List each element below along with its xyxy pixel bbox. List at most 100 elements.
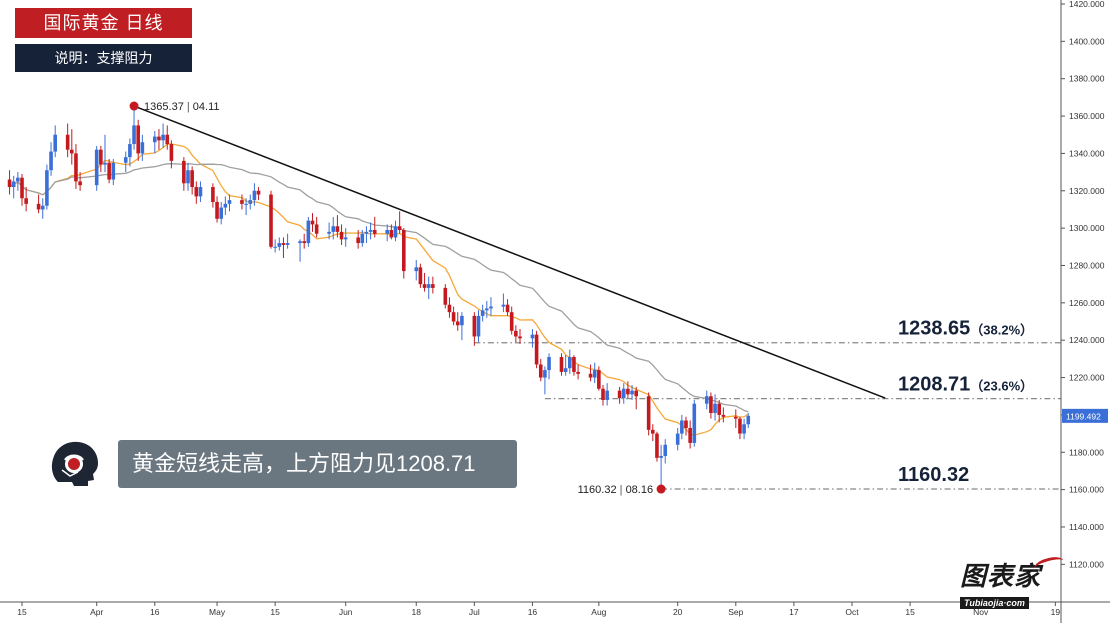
candle-body bbox=[153, 136, 157, 143]
candle-body bbox=[244, 203, 248, 205]
candle bbox=[568, 349, 572, 374]
x-tick-label: Sep bbox=[728, 607, 743, 617]
candle-body bbox=[7, 179, 12, 188]
x-tick-label: 15 bbox=[270, 607, 280, 617]
marker-date: 08.16 bbox=[626, 484, 654, 496]
candle-body bbox=[368, 229, 373, 232]
candle bbox=[36, 194, 41, 214]
candle bbox=[223, 196, 228, 216]
candle bbox=[721, 407, 726, 423]
candle-body bbox=[285, 243, 290, 245]
candle-body bbox=[418, 267, 423, 285]
x-tick-label: 19 bbox=[1051, 607, 1061, 617]
candle bbox=[451, 306, 456, 326]
y-tick-label: 1380.000 bbox=[1069, 74, 1105, 84]
candle-body bbox=[157, 136, 161, 141]
x-ticks: 15 Apr 16 May 15 Jun 18 Jul 16 Aug 20 Sep 17 Oct 15 Nov… bbox=[17, 602, 1060, 617]
candle bbox=[704, 390, 709, 410]
candle bbox=[717, 399, 721, 423]
candle-body bbox=[568, 357, 572, 369]
candle bbox=[306, 216, 311, 247]
candle bbox=[572, 355, 576, 376]
candle bbox=[331, 216, 336, 240]
candle-body bbox=[70, 149, 74, 154]
candle-body bbox=[389, 229, 394, 238]
candle bbox=[663, 439, 668, 464]
candle-body bbox=[339, 231, 344, 240]
candle-body bbox=[356, 237, 360, 244]
candle bbox=[123, 151, 128, 173]
candle bbox=[128, 138, 132, 167]
candle bbox=[734, 409, 738, 428]
x-tick-label: Nov bbox=[973, 607, 989, 617]
candle bbox=[40, 198, 45, 219]
candle bbox=[514, 325, 518, 343]
candle-body bbox=[314, 224, 319, 234]
candle bbox=[431, 276, 435, 294]
candle bbox=[165, 125, 170, 150]
candle-body bbox=[223, 203, 228, 208]
candle-body bbox=[501, 304, 506, 307]
candle bbox=[356, 229, 360, 249]
candle bbox=[157, 129, 161, 150]
trendline-layer bbox=[133, 105, 886, 399]
candle bbox=[688, 420, 692, 449]
current-price-tag: 1199.492 bbox=[1062, 408, 1108, 423]
candle bbox=[343, 228, 348, 247]
candle bbox=[273, 239, 277, 253]
candle-body bbox=[518, 336, 522, 339]
candle bbox=[140, 134, 145, 161]
y-tick-label: 1180.000 bbox=[1069, 447, 1104, 457]
y-tick-label: 1400.000 bbox=[1069, 36, 1105, 46]
candle bbox=[530, 328, 535, 348]
candle bbox=[472, 312, 477, 346]
y-tick-label: 1300.000 bbox=[1069, 223, 1105, 233]
candle bbox=[559, 353, 564, 376]
candle bbox=[485, 300, 489, 318]
candle-body bbox=[738, 418, 742, 434]
level-percent: （38.2%） bbox=[970, 323, 1033, 338]
candle-body bbox=[447, 304, 452, 313]
candle bbox=[480, 304, 485, 322]
candle-body bbox=[302, 241, 306, 244]
candle bbox=[713, 394, 717, 421]
candle bbox=[132, 106, 136, 150]
candle-body bbox=[626, 388, 630, 395]
candle bbox=[389, 224, 394, 240]
candle bbox=[543, 366, 547, 395]
candle-body bbox=[713, 403, 717, 414]
candle bbox=[227, 194, 232, 212]
candle bbox=[281, 237, 286, 259]
candle bbox=[709, 392, 713, 419]
candle-body bbox=[49, 151, 53, 171]
candle-body bbox=[24, 198, 28, 204]
candle-body bbox=[36, 203, 41, 210]
candle bbox=[385, 224, 389, 242]
candle bbox=[509, 306, 514, 335]
moving-average-line bbox=[9, 163, 749, 413]
candle-body bbox=[659, 455, 663, 458]
candle-body bbox=[269, 194, 273, 247]
candle bbox=[626, 381, 630, 399]
candle-body bbox=[190, 170, 194, 188]
x-tick-label: Apr bbox=[90, 607, 103, 617]
candle-body bbox=[675, 433, 680, 445]
candle-body bbox=[742, 424, 746, 434]
candle bbox=[476, 310, 481, 343]
candle-body bbox=[651, 429, 655, 434]
candle-body bbox=[634, 390, 638, 397]
candle bbox=[219, 201, 223, 225]
analysis-callout: 黄金短线走高，上方阻力见1208.71 bbox=[118, 440, 517, 488]
marker-price: 1160.32 bbox=[578, 484, 617, 496]
candle bbox=[339, 224, 344, 245]
x-tick-label: 15 bbox=[17, 607, 27, 617]
candle bbox=[364, 226, 369, 244]
candle bbox=[78, 172, 82, 191]
candles bbox=[7, 106, 751, 490]
candle bbox=[285, 233, 290, 249]
candle bbox=[211, 183, 215, 208]
candle-body bbox=[169, 144, 174, 161]
candle-body bbox=[136, 125, 140, 154]
candle bbox=[692, 399, 697, 447]
